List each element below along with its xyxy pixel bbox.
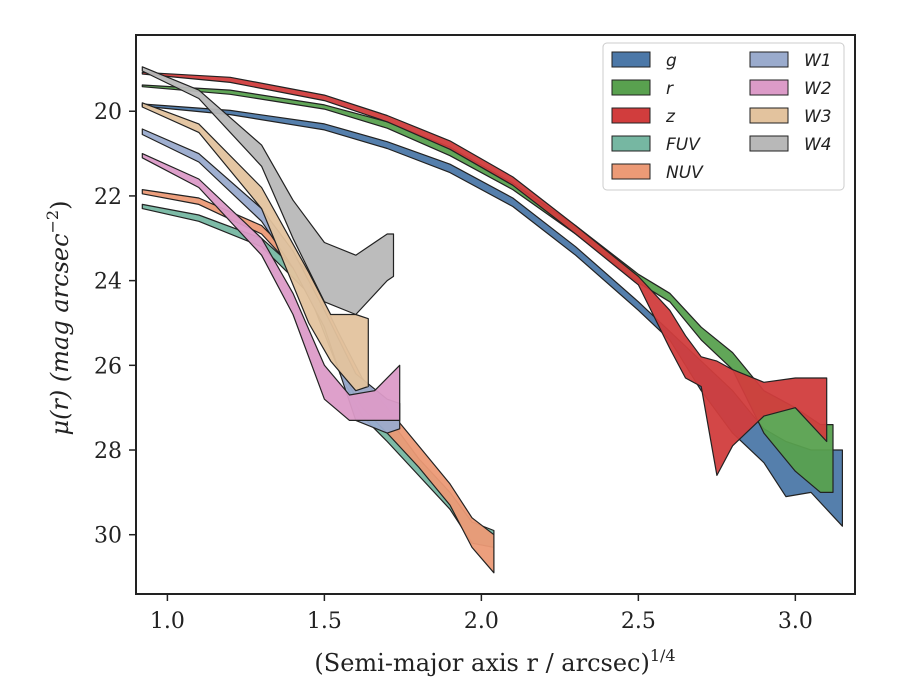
legend-swatch-w4 xyxy=(749,135,789,152)
y-tick-label: 22 xyxy=(94,185,122,210)
legend-swatch-z xyxy=(611,107,651,124)
y-tick-label: 20 xyxy=(94,100,122,125)
legend-label-fuv: FUV xyxy=(666,135,701,155)
x-tick-label: 3.0 xyxy=(778,609,813,634)
legend-swatch-nuv xyxy=(611,163,651,180)
x-axis-title: (Semi-major axis r / arcsec)1/4 xyxy=(314,646,675,677)
band-w3 xyxy=(141,102,369,392)
y-tick-label: 30 xyxy=(94,524,122,549)
plot-area xyxy=(135,34,856,595)
legend-swatch-g xyxy=(611,51,651,68)
legend-label-z: z xyxy=(665,107,676,127)
y-axis-title: μ(r) (mag arcsec−2) xyxy=(43,201,74,436)
plot-frame xyxy=(135,34,856,595)
legend-swatch-fuv xyxy=(611,135,651,152)
legend-label-r: r xyxy=(666,79,674,99)
legend-label-w4: W4 xyxy=(804,135,832,155)
x-tick-label: 1.0 xyxy=(150,609,185,634)
legend-label-w3: W3 xyxy=(804,107,832,127)
y-axis: 20 22 24 26 28 30 xyxy=(94,100,136,549)
x-axis: 1.0 1.5 2.0 2.5 3.0 xyxy=(150,594,813,634)
x-tick-label: 2.0 xyxy=(464,609,499,634)
legend-swatch-r xyxy=(611,79,651,96)
legend-label-w1: W1 xyxy=(804,51,832,71)
y-tick-label: 26 xyxy=(94,354,122,379)
bands-layer xyxy=(141,66,843,574)
band-g xyxy=(141,103,843,527)
legend-label-w2: W2 xyxy=(804,79,832,99)
legend-swatch-w2 xyxy=(749,79,789,96)
x-tick-label: 1.5 xyxy=(307,609,342,634)
band-w2 xyxy=(141,153,401,421)
legend-label-nuv: NUV xyxy=(666,163,704,183)
legend-swatch-w3 xyxy=(749,107,789,124)
band-w4 xyxy=(141,66,395,316)
y-tick-label: 24 xyxy=(94,270,122,295)
y-tick-label: 28 xyxy=(94,439,122,464)
legend: grz FUV NUV W1 W2 W3 W4 xyxy=(602,42,845,191)
legend-swatch-w1 xyxy=(749,51,789,68)
band-z xyxy=(141,71,828,476)
x-tick-label: 2.5 xyxy=(621,609,656,634)
legend-label-g: g xyxy=(666,51,677,71)
